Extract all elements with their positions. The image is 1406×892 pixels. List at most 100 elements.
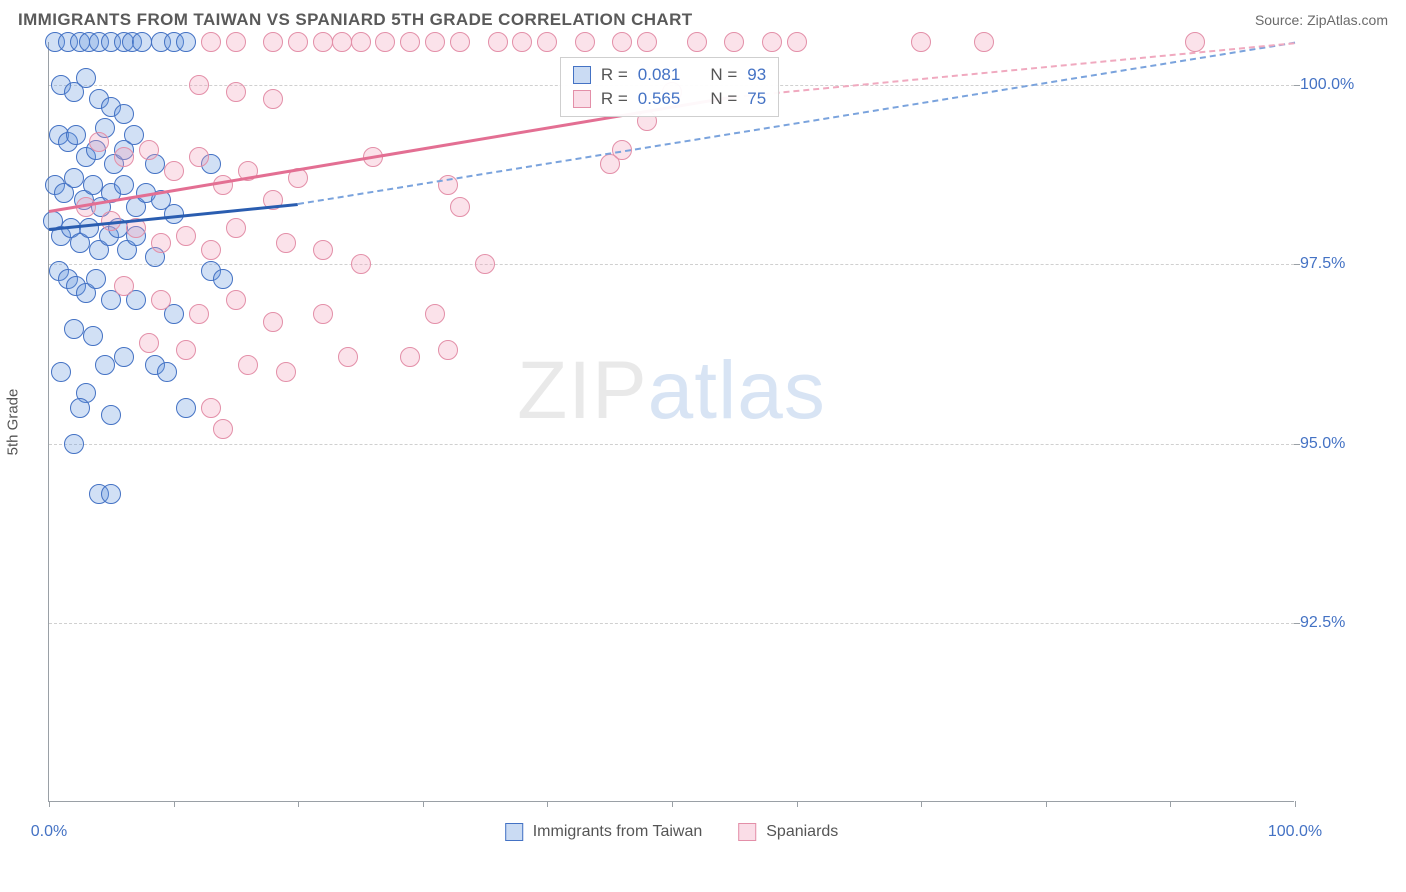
correlation-legend-row: R =0.081N =93	[573, 63, 766, 87]
scatter-point	[537, 32, 557, 52]
x-tick	[174, 801, 175, 807]
x-tick	[547, 801, 548, 807]
scatter-point	[438, 340, 458, 360]
scatter-point	[114, 104, 134, 124]
x-tick	[423, 801, 424, 807]
scatter-point	[70, 398, 90, 418]
scatter-point	[176, 32, 196, 52]
y-tick-label: 95.0%	[1300, 435, 1380, 453]
scatter-point	[400, 347, 420, 367]
x-tick	[1295, 801, 1296, 807]
legend-swatch	[573, 66, 591, 84]
scatter-point	[288, 32, 308, 52]
scatter-point	[911, 32, 931, 52]
scatter-point	[213, 175, 233, 195]
scatter-point	[687, 32, 707, 52]
gridline-h	[49, 444, 1294, 445]
correlation-legend-row: R =0.565N =75	[573, 87, 766, 111]
scatter-point	[114, 276, 134, 296]
trend-line	[298, 42, 1295, 205]
legend-r-label: R =	[601, 89, 628, 109]
x-tick	[797, 801, 798, 807]
scatter-point	[114, 347, 134, 367]
scatter-point	[132, 32, 152, 52]
scatter-point	[400, 32, 420, 52]
scatter-point	[276, 362, 296, 382]
scatter-point	[425, 304, 445, 324]
legend-swatch	[573, 90, 591, 108]
scatter-point	[201, 240, 221, 260]
scatter-point	[157, 362, 177, 382]
scatter-point	[64, 168, 84, 188]
legend-r-label: R =	[601, 65, 628, 85]
scatter-point	[332, 32, 352, 52]
x-tick	[298, 801, 299, 807]
scatter-point	[575, 32, 595, 52]
scatter-point	[114, 175, 134, 195]
gridline-h	[49, 264, 1294, 265]
legend-r-value: 0.081	[638, 65, 681, 85]
scatter-point	[1185, 32, 1205, 52]
scatter-point	[637, 32, 657, 52]
scatter-point	[226, 218, 246, 238]
scatter-point	[83, 175, 103, 195]
scatter-point	[263, 312, 283, 332]
scatter-point	[201, 398, 221, 418]
scatter-point	[51, 362, 71, 382]
scatter-point	[338, 347, 358, 367]
source-label: Source: ZipAtlas.com	[1255, 12, 1388, 28]
scatter-point	[488, 32, 508, 52]
x-tick-label: 100.0%	[1268, 823, 1322, 841]
scatter-point	[512, 32, 532, 52]
scatter-point	[189, 304, 209, 324]
correlation-legend: R =0.081N =93R =0.565N =75	[560, 57, 779, 117]
scatter-point	[612, 32, 632, 52]
series-legend: Immigrants from Taiwan Spaniards	[505, 823, 839, 841]
legend-swatch	[738, 823, 756, 841]
scatter-point	[101, 484, 121, 504]
scatter-point	[600, 154, 620, 174]
scatter-point	[64, 319, 84, 339]
x-tick	[672, 801, 673, 807]
y-tick-label: 100.0%	[1300, 76, 1380, 94]
scatter-point	[79, 218, 99, 238]
y-tick-label: 92.5%	[1300, 614, 1380, 632]
legend-swatch	[505, 823, 523, 841]
scatter-point	[375, 32, 395, 52]
series-legend-item: Spaniards	[738, 823, 838, 841]
scatter-point	[189, 147, 209, 167]
scatter-point	[762, 32, 782, 52]
scatter-point	[974, 32, 994, 52]
y-axis-title: 5th Grade	[5, 388, 22, 455]
scatter-point	[263, 89, 283, 109]
scatter-point	[351, 254, 371, 274]
legend-n-label: N =	[710, 89, 737, 109]
scatter-point	[86, 269, 106, 289]
scatter-point	[176, 340, 196, 360]
scatter-point	[89, 132, 109, 152]
scatter-point	[139, 333, 159, 353]
scatter-point	[313, 32, 333, 52]
scatter-point	[76, 68, 96, 88]
scatter-point	[83, 326, 103, 346]
scatter-point	[176, 398, 196, 418]
scatter-point	[176, 226, 196, 246]
scatter-point	[226, 32, 246, 52]
scatter-point	[276, 233, 296, 253]
scatter-point	[114, 147, 134, 167]
plot-area: 5th Grade ZIPatlas 92.5%95.0%97.5%100.0%…	[48, 42, 1294, 802]
scatter-point	[213, 269, 233, 289]
scatter-point	[213, 419, 233, 439]
scatter-point	[425, 32, 445, 52]
x-tick	[1046, 801, 1047, 807]
chart-title: IMMIGRANTS FROM TAIWAN VS SPANIARD 5TH G…	[18, 10, 693, 30]
scatter-point	[66, 125, 86, 145]
x-tick	[921, 801, 922, 807]
scatter-point	[351, 32, 371, 52]
trend-line	[734, 42, 1295, 98]
scatter-point	[95, 355, 115, 375]
x-tick	[49, 801, 50, 807]
legend-r-value: 0.565	[638, 89, 681, 109]
series-legend-label: Immigrants from Taiwan	[533, 823, 703, 841]
scatter-point	[226, 290, 246, 310]
